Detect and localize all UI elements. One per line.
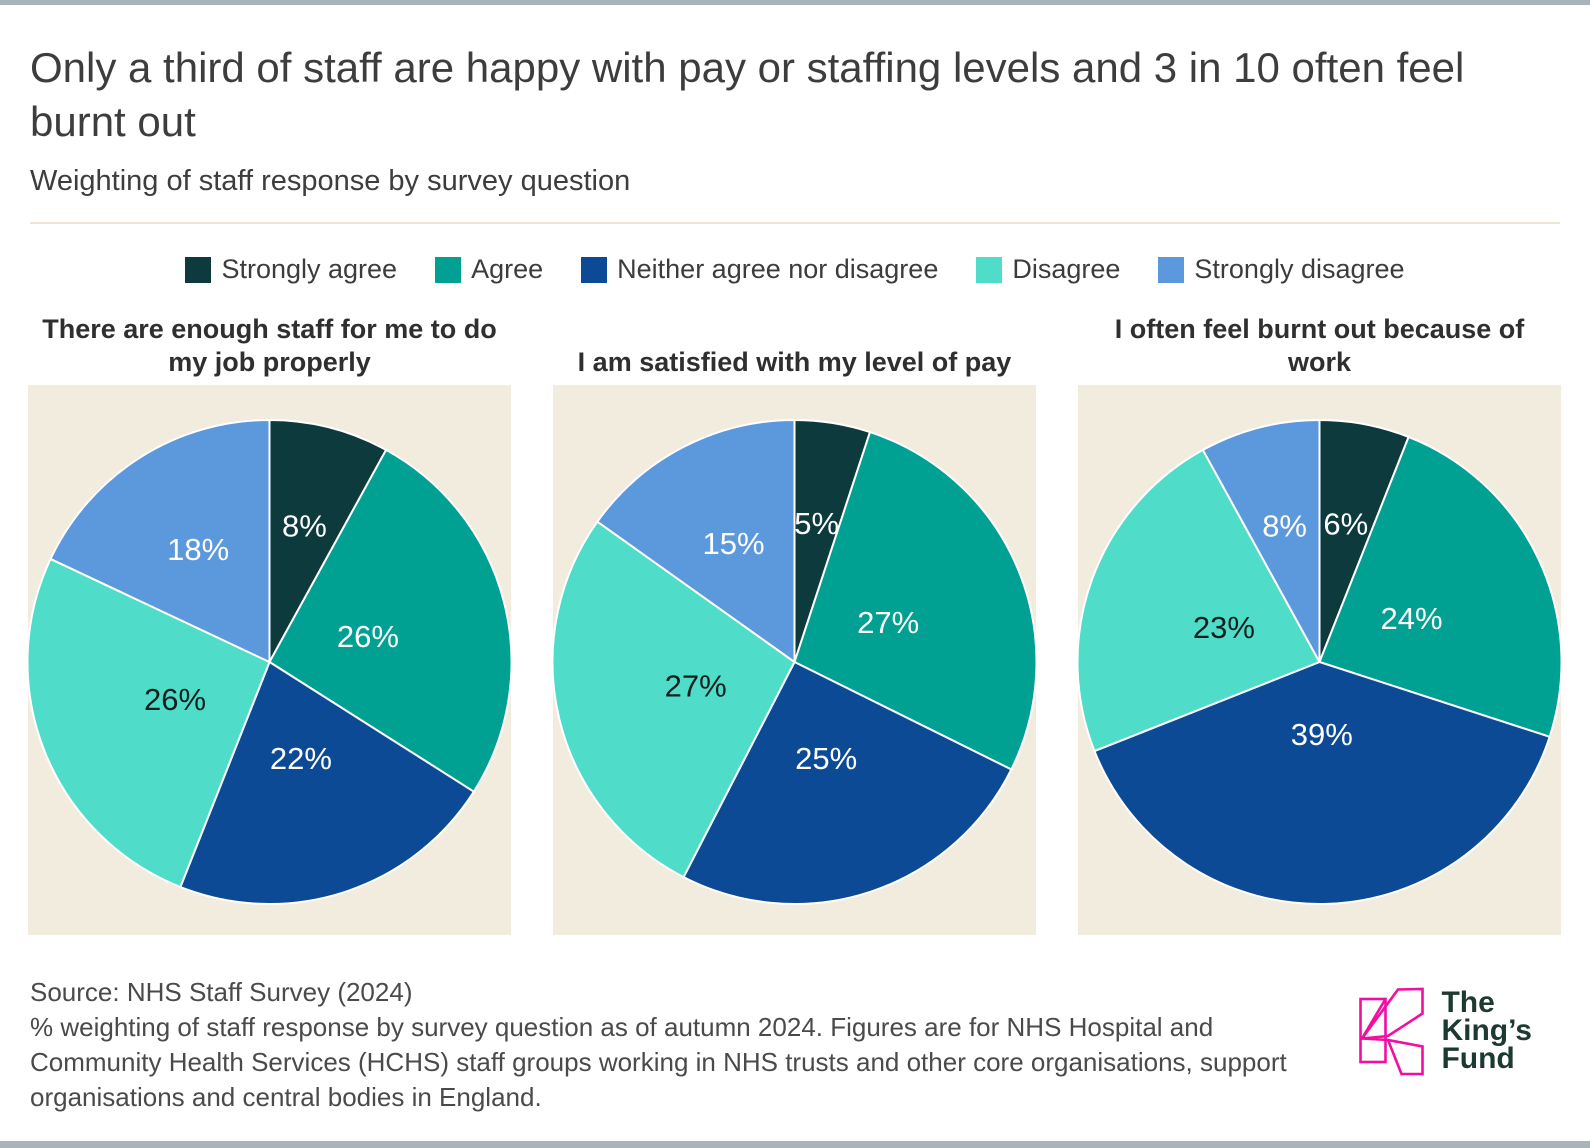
legend: Strongly agree Agree Neither agree nor dis… (0, 254, 1590, 285)
pie-chart-staffing: 8% 26% 22% 26% 18% (28, 419, 511, 906)
pie-slice-label: 24% (1380, 601, 1442, 636)
pie-slice (1201, 419, 1321, 663)
pie-slice (682, 661, 1013, 905)
legend-label: Agree (471, 254, 544, 284)
chart-panel: 5% 27% 25% 27% 15% (553, 385, 1036, 935)
logo-line: King’s (1441, 1014, 1532, 1047)
legend-swatch (581, 256, 608, 283)
chart-title: I often feel burnt out because of work (1114, 314, 1525, 377)
kings-fund-logo: The King’s Fund (1359, 987, 1532, 1077)
pie-slice-label: 6% (1323, 507, 1368, 542)
pie-slice (793, 431, 1036, 771)
pie-slice (1078, 448, 1321, 753)
pie-slice-label: 23% (1193, 610, 1255, 645)
legend-label: Disagree (1012, 254, 1121, 284)
pie-slice-label: 8% (282, 509, 327, 544)
footer-text: Source: NHS Staff Survey (2024) % weight… (30, 975, 1359, 1115)
chart-column-burnout: I often feel burnt out because of work 6… (1078, 311, 1561, 935)
header: Only a third of staff are happy with pay… (0, 5, 1590, 200)
legend-item: Strongly disagree (1158, 254, 1405, 285)
pie-slice-label: 26% (337, 619, 399, 654)
pie-slice-label: 22% (270, 741, 332, 776)
pie-slice (1093, 661, 1551, 905)
pie-slice (553, 520, 796, 879)
legend-swatch (185, 256, 212, 283)
pie-slice-label: 15% (702, 526, 764, 561)
logo-text: The King’s Fund (1441, 987, 1532, 1077)
pie-slice-label: 27% (857, 605, 919, 640)
pie-slice (268, 419, 388, 663)
chart-column-pay: I am satisfied with my level of pay 5% 27… (553, 311, 1036, 935)
logo-line: The (1441, 986, 1495, 1019)
chart-column-staffing: There are enough staff for me to do my j… (28, 311, 511, 935)
logo-line: Fund (1441, 1042, 1515, 1075)
pie-slice-label: 8% (1262, 509, 1307, 544)
legend-label: Strongly agree (221, 254, 398, 284)
pie-slice (179, 661, 475, 906)
chart-panel: 8% 26% 22% 26% 18% (28, 385, 511, 935)
legend-item: Disagree (976, 254, 1120, 285)
legend-swatch (1158, 256, 1185, 283)
pie-slice (268, 448, 511, 793)
legend-item: Strongly agree (185, 254, 397, 285)
legend-swatch (976, 256, 1003, 283)
chart-panel: 6% 24% 39% 23% 8% (1078, 385, 1561, 935)
chart-title: There are enough staff for me to do my j… (42, 314, 497, 377)
charts-row: There are enough staff for me to do my j… (28, 311, 1562, 935)
pie-slice (596, 419, 796, 663)
legend-item: Agree (435, 254, 543, 285)
legend-item: Neither agree nor disagree (581, 254, 938, 285)
pie-slice (1318, 435, 1561, 738)
pie-slice-label: 18% (167, 532, 229, 567)
legend-label: Neither agree nor disagree (617, 254, 939, 284)
pie-slice-label: 39% (1291, 717, 1353, 752)
pie-slice (49, 419, 271, 663)
legend-swatch (435, 256, 462, 283)
kings-fund-k-icon (1359, 987, 1425, 1077)
top-accent-bar (0, 0, 1590, 5)
pie-slice-label: 26% (144, 682, 206, 717)
divider (30, 222, 1560, 224)
pie-slice (28, 557, 271, 889)
pie-chart-burnout: 6% 24% 39% 23% 8% (1078, 419, 1561, 905)
pie-slice-label: 25% (795, 741, 857, 776)
chart-title: I am satisfied with my level of pay (577, 347, 1012, 377)
pie-slice-label: 27% (665, 669, 727, 704)
pie-slice-label: 5% (794, 506, 839, 541)
footnote-text: % weighting of staff response by survey … (30, 1012, 1287, 1112)
page-title: Only a third of staff are happy with pay… (30, 44, 1465, 145)
bottom-accent-bar (0, 1141, 1590, 1148)
legend-label: Strongly disagree (1194, 254, 1405, 284)
footer: Source: NHS Staff Survey (2024) % weight… (30, 975, 1560, 1115)
pie-chart-pay: 5% 27% 25% 27% 15% (553, 419, 1036, 905)
page-subtitle: Weighting of staff response by survey qu… (30, 165, 631, 197)
source-text: Source: NHS Staff Survey (2024) (30, 977, 413, 1007)
